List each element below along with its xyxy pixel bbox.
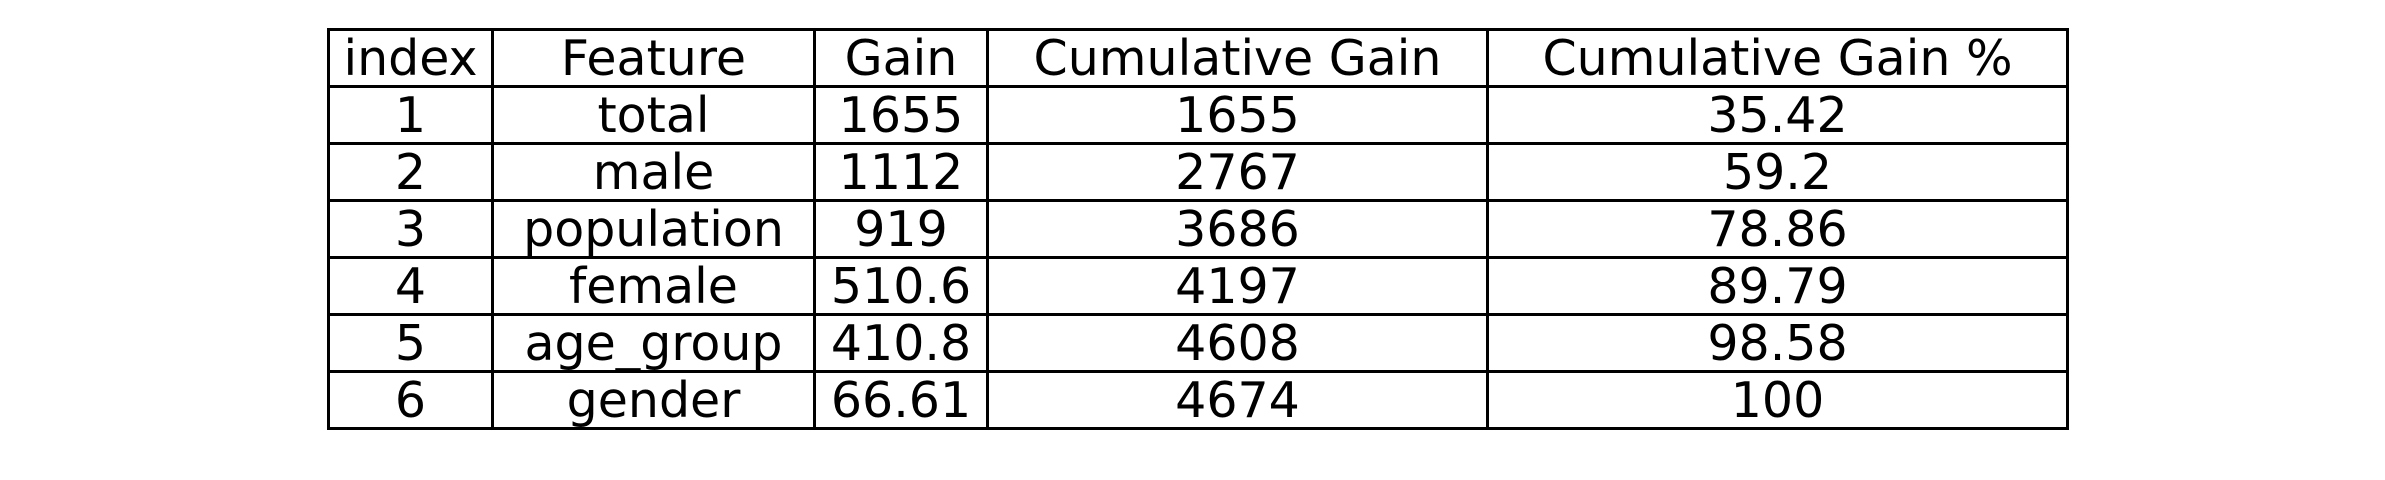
cell-gain: 66.61 bbox=[813, 370, 989, 430]
table-row: 1 total 1655 1655 35.42 bbox=[327, 85, 2069, 145]
table-row: 2 male 1112 2767 59.2 bbox=[327, 142, 2069, 202]
cell-gain: 919 bbox=[813, 199, 989, 259]
cell-cumulative-gain: 1655 bbox=[986, 85, 1489, 145]
table-row: 6 gender 66.61 4674 100 bbox=[327, 370, 2069, 430]
table-row: 4 female 510.6 4197 89.79 bbox=[327, 256, 2069, 316]
cell-feature: population bbox=[491, 199, 816, 259]
cell-index: 1 bbox=[327, 85, 494, 145]
cell-cumulative-gain: 4197 bbox=[986, 256, 1489, 316]
cell-cumulative-gain-percent: 59.2 bbox=[1486, 142, 2069, 202]
cell-index: 2 bbox=[327, 142, 494, 202]
cell-gain: 410.8 bbox=[813, 313, 989, 373]
cell-cumulative-gain-percent: 89.79 bbox=[1486, 256, 2069, 316]
column-header-feature: Feature bbox=[491, 28, 816, 88]
cell-cumulative-gain: 3686 bbox=[986, 199, 1489, 259]
cell-feature: age_group bbox=[491, 313, 816, 373]
cell-feature: male bbox=[491, 142, 816, 202]
gain-table: index Feature Gain Cumulative Gain Cumul… bbox=[327, 28, 2069, 430]
cell-feature: total bbox=[491, 85, 816, 145]
cell-cumulative-gain: 2767 bbox=[986, 142, 1489, 202]
cell-feature: female bbox=[491, 256, 816, 316]
header-row: index Feature Gain Cumulative Gain Cumul… bbox=[327, 28, 2069, 88]
cell-gain: 1655 bbox=[813, 85, 989, 145]
cell-cumulative-gain-percent: 100 bbox=[1486, 370, 2069, 430]
column-header-index: index bbox=[327, 28, 494, 88]
cell-feature: gender bbox=[491, 370, 816, 430]
cell-gain: 1112 bbox=[813, 142, 989, 202]
cell-cumulative-gain-percent: 98.58 bbox=[1486, 313, 2069, 373]
cell-gain: 510.6 bbox=[813, 256, 989, 316]
cell-index: 5 bbox=[327, 313, 494, 373]
cell-index: 4 bbox=[327, 256, 494, 316]
cell-index: 6 bbox=[327, 370, 494, 430]
column-header-cumulative-gain: Cumulative Gain bbox=[986, 28, 1489, 88]
cell-cumulative-gain: 4674 bbox=[986, 370, 1489, 430]
cell-cumulative-gain: 4608 bbox=[986, 313, 1489, 373]
column-header-gain: Gain bbox=[813, 28, 989, 88]
column-header-cumulative-gain-percent: Cumulative Gain % bbox=[1486, 28, 2069, 88]
cell-index: 3 bbox=[327, 199, 494, 259]
table-row: 5 age_group 410.8 4608 98.58 bbox=[327, 313, 2069, 373]
table-row: 3 population 919 3686 78.86 bbox=[327, 199, 2069, 259]
cell-cumulative-gain-percent: 35.42 bbox=[1486, 85, 2069, 145]
cell-cumulative-gain-percent: 78.86 bbox=[1486, 199, 2069, 259]
